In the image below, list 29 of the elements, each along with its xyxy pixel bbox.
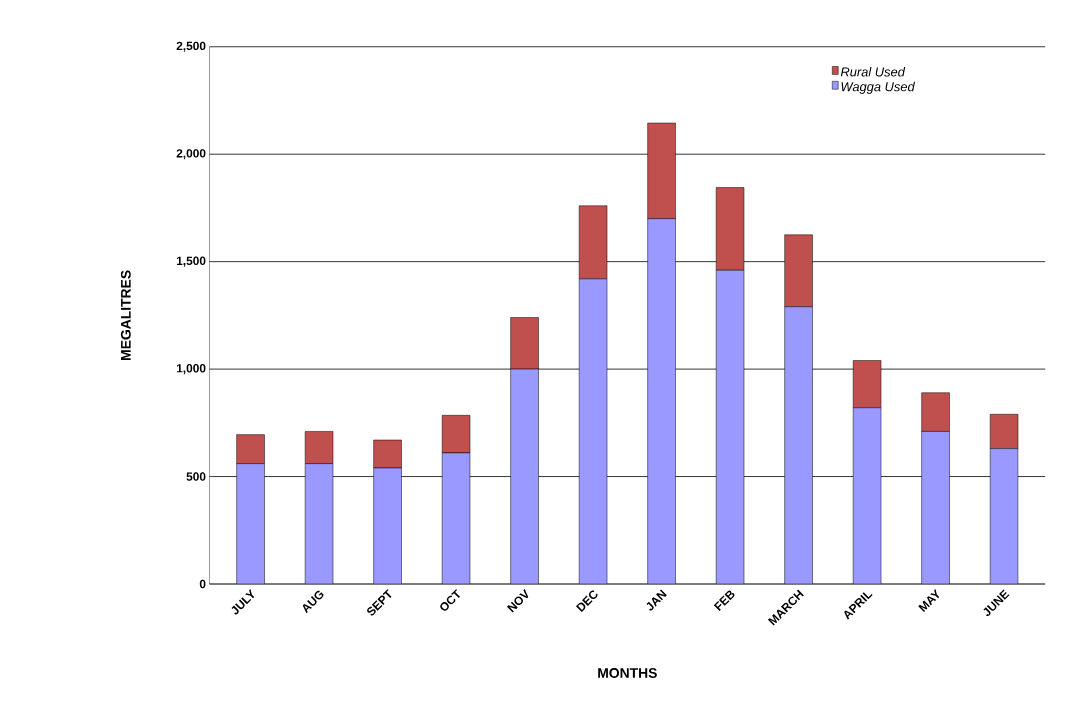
bar [442,452,471,584]
bar [921,392,950,432]
bar [989,448,1019,584]
bar [853,407,882,584]
bar [784,306,813,584]
y-tick-label: 2,000 [176,148,206,160]
legend-label: Wagga Used [841,81,916,94]
bar [510,317,539,370]
bar [236,463,265,584]
bar [579,278,608,584]
bar [784,234,813,307]
bar [373,439,402,469]
bar [852,360,882,408]
bar [373,467,402,584]
y-tick-label: 1,500 [176,256,206,267]
legend-label: Rural Used [840,66,906,77]
y-tick-label: 2,500 [176,41,206,52]
bar [304,430,334,464]
bar [921,431,950,584]
y-axis-title: MEGALITRES [120,270,131,360]
bar [441,414,471,453]
bar [305,463,334,584]
bar [716,270,745,584]
x-axis-title: MONTHS [598,667,657,678]
y-tick-label: 500 [186,472,206,481]
y-tick-label: 1,000 [176,363,206,374]
bar [510,368,539,584]
y-tick-label: 0 [199,579,206,589]
bar [647,218,676,584]
